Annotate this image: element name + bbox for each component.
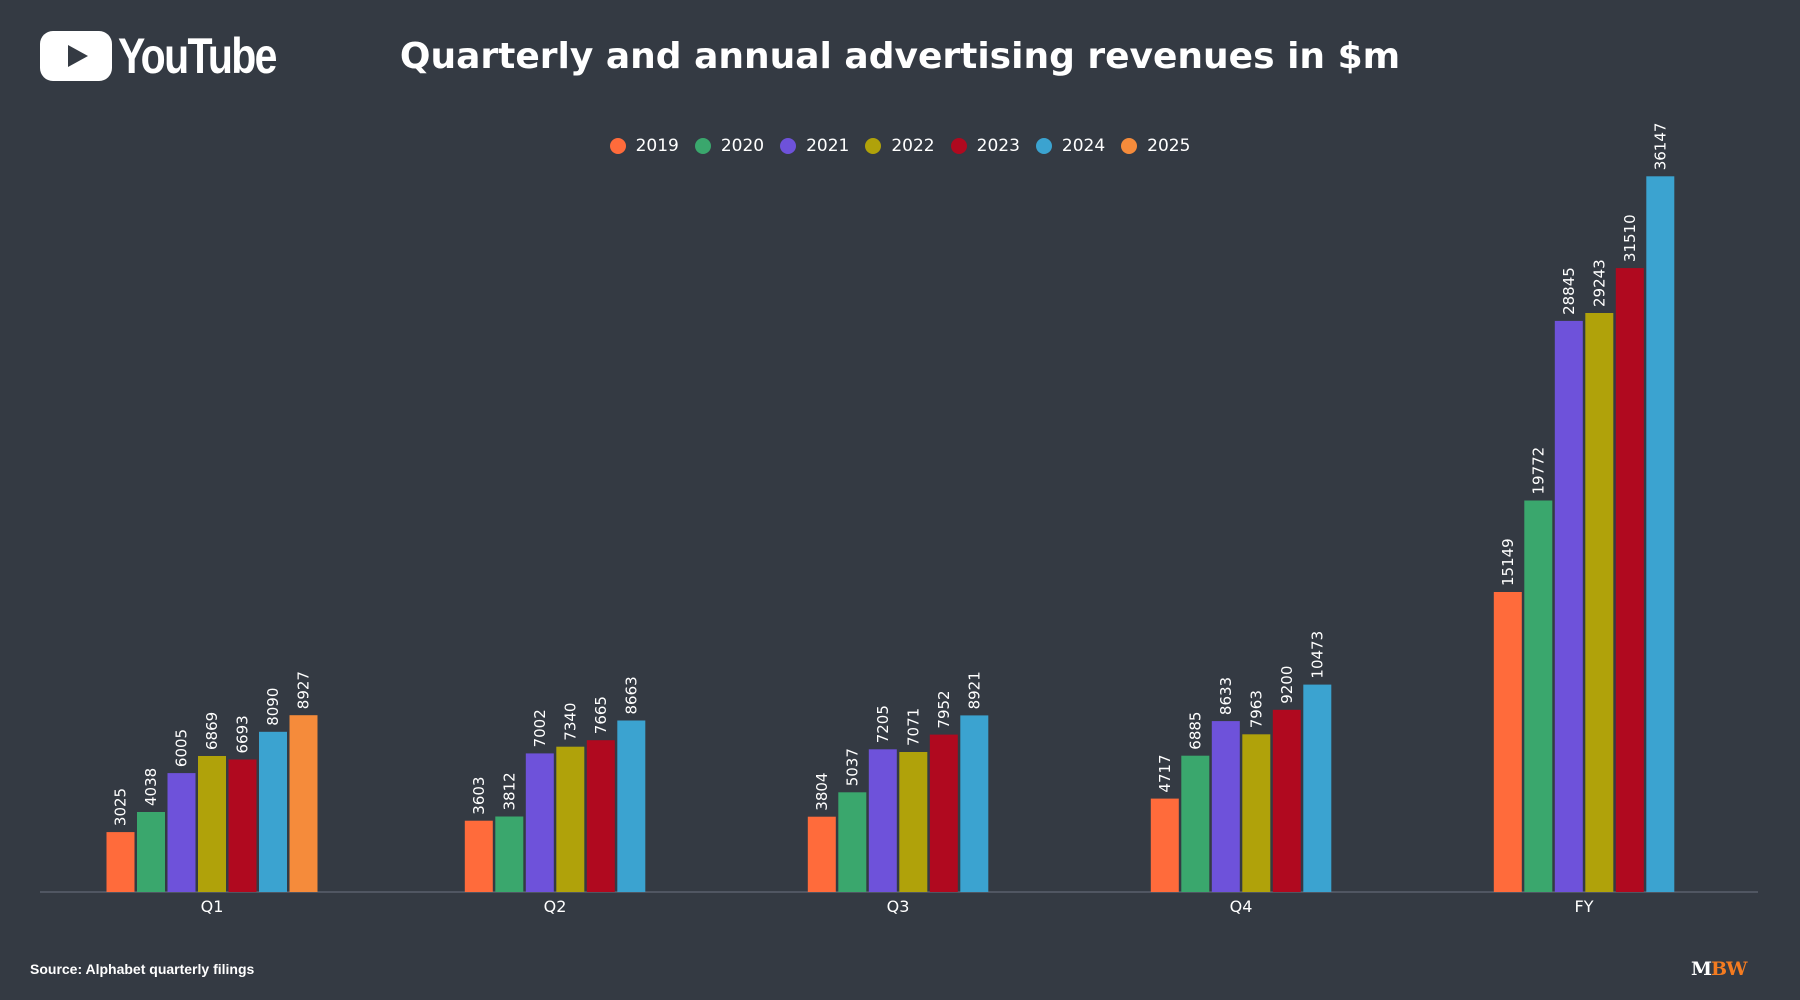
data-label-Q1-2019: 3025 bbox=[112, 788, 130, 826]
data-label-Q2-2021: 7002 bbox=[531, 709, 549, 747]
play-icon bbox=[40, 31, 112, 81]
bar-Q3-2023[interactable] bbox=[929, 734, 958, 892]
bar-Q4-2021[interactable] bbox=[1211, 721, 1240, 892]
data-label-Q4-2024: 10473 bbox=[1308, 631, 1326, 679]
bar-Q2-2022[interactable] bbox=[556, 746, 585, 892]
data-label-FY-2023: 31510 bbox=[1621, 214, 1639, 262]
data-label-Q4-2021: 8633 bbox=[1217, 677, 1235, 715]
bar-Q4-2023[interactable] bbox=[1272, 709, 1301, 892]
bar-Q1-2022[interactable] bbox=[198, 756, 226, 892]
bar-Q4-2022[interactable] bbox=[1242, 734, 1271, 892]
data-label-Q3-2019: 3804 bbox=[813, 773, 831, 811]
legend-swatch bbox=[780, 138, 797, 154]
legend-item-2023[interactable]: 2023 bbox=[950, 136, 1020, 156]
data-label-Q2-2022: 7340 bbox=[561, 703, 579, 741]
legend-item-2022[interactable]: 2022 bbox=[865, 136, 935, 156]
bar-FY-2023[interactable] bbox=[1615, 268, 1644, 893]
legend-swatch bbox=[1121, 138, 1138, 154]
data-label-FY-2020: 19772 bbox=[1529, 447, 1547, 495]
legend-label: 2023 bbox=[976, 136, 1020, 156]
legend-label: 2020 bbox=[720, 136, 765, 156]
legend-label: 2022 bbox=[891, 136, 935, 156]
legend-item-2019[interactable]: 2019 bbox=[609, 136, 679, 156]
bar-Q2-2024[interactable] bbox=[617, 720, 646, 893]
x-tick-label-Q4: Q4 bbox=[1230, 897, 1253, 916]
x-tick-label-Q2: Q2 bbox=[544, 897, 567, 916]
bar-Q4-2024[interactable] bbox=[1303, 684, 1332, 892]
data-label-Q2-2024: 8663 bbox=[622, 676, 640, 714]
bar-Q4-2019[interactable] bbox=[1150, 798, 1179, 892]
data-label-Q4-2019: 4717 bbox=[1156, 754, 1174, 792]
data-label-FY-2021: 28845 bbox=[1560, 267, 1578, 315]
chart-legend: 2019 2020 2021 2022 2023 2024 2025 bbox=[0, 136, 1800, 156]
x-tick-label-FY: FY bbox=[1575, 897, 1594, 916]
legend-item-2021[interactable]: 2021 bbox=[780, 136, 849, 156]
bar-Q1-2023[interactable] bbox=[228, 759, 257, 893]
bar-FY-2020[interactable] bbox=[1524, 500, 1553, 893]
data-label-Q1-2025: 8927 bbox=[295, 671, 313, 709]
data-label-Q4-2020: 6885 bbox=[1186, 712, 1204, 750]
legend-swatch bbox=[694, 138, 711, 154]
data-label-FY-2024: 36147 bbox=[1651, 123, 1669, 171]
x-tick-label-Q3: Q3 bbox=[887, 897, 910, 916]
data-label-Q2-2020: 3812 bbox=[500, 772, 518, 810]
bar-Q1-2025[interactable] bbox=[289, 715, 318, 892]
chart-title: Quarterly and annual advertising revenue… bbox=[399, 36, 1401, 77]
data-label-Q3-2022: 7071 bbox=[904, 708, 922, 746]
legend-label: 2025 bbox=[1147, 136, 1191, 156]
bar-Q3-2024[interactable] bbox=[960, 715, 989, 892]
data-label-Q3-2020: 5037 bbox=[843, 748, 861, 786]
data-label-Q3-2024: 8921 bbox=[965, 671, 983, 709]
bar-FY-2022[interactable] bbox=[1585, 313, 1614, 892]
publisher-logo: MBW bbox=[1691, 958, 1747, 980]
bar-Q2-2020[interactable] bbox=[495, 816, 524, 893]
source-note: Source: Alphabet quarterly filings bbox=[30, 961, 255, 977]
data-label-Q2-2019: 3603 bbox=[470, 777, 488, 815]
x-tick-label-Q1: Q1 bbox=[201, 897, 224, 916]
data-label-FY-2019: 15149 bbox=[1499, 538, 1517, 586]
bar-Q4-2020[interactable] bbox=[1181, 755, 1210, 892]
bar-Q2-2023[interactable] bbox=[586, 740, 615, 892]
data-label-Q3-2021: 7205 bbox=[874, 705, 892, 743]
youtube-logo-text: YouTube bbox=[118, 28, 277, 84]
legend-swatch bbox=[609, 138, 626, 154]
data-label-Q1-2020: 4038 bbox=[142, 768, 160, 806]
bar-Q1-2020[interactable] bbox=[137, 812, 165, 892]
legend-label: 2019 bbox=[635, 136, 679, 156]
bar-FY-2024[interactable] bbox=[1646, 176, 1675, 893]
data-label-Q4-2022: 7963 bbox=[1247, 690, 1265, 728]
data-label-Q1-2023: 6693 bbox=[234, 715, 252, 753]
bar-Q1-2024[interactable] bbox=[259, 731, 287, 892]
legend-swatch bbox=[1035, 138, 1052, 154]
data-label-Q2-2023: 7665 bbox=[592, 696, 610, 734]
bar-Q3-2020[interactable] bbox=[838, 792, 867, 892]
legend-swatch bbox=[950, 138, 967, 154]
bar-Q3-2019[interactable] bbox=[807, 816, 836, 892]
bar-FY-2019[interactable] bbox=[1493, 592, 1522, 892]
bar-Q2-2019[interactable] bbox=[464, 820, 493, 892]
bar-Q2-2021[interactable] bbox=[525, 753, 554, 892]
data-label-FY-2022: 29243 bbox=[1590, 259, 1608, 307]
data-label-Q1-2022: 6869 bbox=[203, 712, 221, 750]
bar-Q1-2021[interactable] bbox=[167, 773, 196, 892]
legend-swatch bbox=[865, 138, 882, 154]
data-label-Q1-2021: 6005 bbox=[173, 729, 191, 767]
bar-Q3-2022[interactable] bbox=[899, 752, 928, 892]
bar-Q1-2019[interactable] bbox=[106, 832, 135, 892]
legend-label: 2021 bbox=[806, 136, 850, 156]
legend-item-2025[interactable]: 2025 bbox=[1121, 136, 1190, 156]
data-label-Q1-2024: 8090 bbox=[264, 688, 282, 726]
data-label-Q4-2023: 9200 bbox=[1278, 666, 1296, 704]
bar-FY-2021[interactable] bbox=[1554, 320, 1583, 892]
youtube-logo: YouTube bbox=[40, 30, 310, 82]
bar-Q3-2021[interactable] bbox=[868, 749, 897, 892]
data-label-Q3-2023: 7952 bbox=[935, 690, 953, 728]
legend-label: 2024 bbox=[1061, 136, 1106, 156]
legend-item-2024[interactable]: 2024 bbox=[1035, 136, 1106, 156]
legend-item-2020[interactable]: 2020 bbox=[694, 136, 765, 156]
